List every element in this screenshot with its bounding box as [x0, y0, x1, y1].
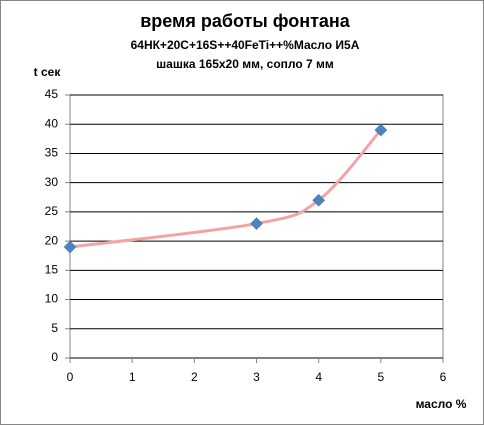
x-tick-label: 3 [253, 370, 260, 384]
x-axis-label: масло % [416, 397, 467, 411]
y-tick-label: 45 [45, 87, 59, 101]
y-tick-label: 35 [45, 146, 59, 160]
data-point [374, 123, 388, 137]
x-tick-label: 0 [67, 370, 74, 384]
chart-title: время работы фонтана [140, 11, 351, 31]
chart-subtitle: шашка 165х20 мм, сопло 7 мм [156, 57, 334, 71]
y-tick-label: 5 [51, 321, 58, 335]
y-tick-label: 30 [45, 175, 59, 189]
x-tick-label: 2 [191, 370, 198, 384]
y-tick-label: 15 [45, 263, 59, 277]
y-tick-label: 0 [51, 350, 58, 364]
x-tick-label: 5 [377, 370, 384, 384]
series-line [69, 129, 382, 249]
x-tick-label: 1 [129, 370, 136, 384]
x-tick-label: 4 [315, 370, 322, 384]
y-axis-label: t сек [34, 65, 62, 79]
data-point [250, 217, 263, 230]
x-tick-label: 6 [440, 370, 447, 384]
y-tick-label: 20 [45, 233, 59, 247]
data-point [312, 193, 326, 207]
chart-subtitle: 64НК+20С+16S++40FeTi++%Масло И5А [131, 38, 360, 52]
y-tick-label: 10 [45, 292, 59, 306]
y-tick-label: 40 [45, 116, 59, 130]
y-tick-label: 25 [45, 204, 59, 218]
data-point [63, 240, 77, 254]
